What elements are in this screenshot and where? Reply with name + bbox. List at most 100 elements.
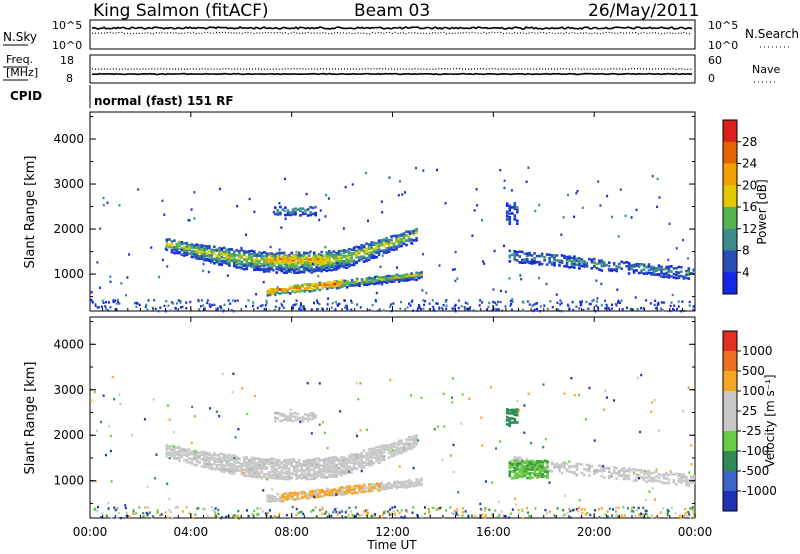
data-cell [377,448,381,452]
data-cell [281,419,285,422]
speckle-cell [275,516,278,519]
speckle-cell [578,506,581,509]
data-cell [332,261,336,265]
data-cell [390,453,393,456]
data-cell [245,464,249,467]
data-cell [516,421,519,424]
data-cell [685,273,688,276]
data-cell [647,469,651,473]
data-cell [632,269,636,272]
speckle-cell [109,306,112,309]
data-cell [193,453,196,457]
data-cell [308,284,312,288]
data-cell [235,469,239,472]
data-cell [238,461,241,464]
data-cell [362,244,366,248]
speckle-cell [607,515,610,518]
x-axis-ticks: 00:00 04:00 08:00 12:00 16:00 20:00 00:00 [73,112,712,539]
data-cell [538,263,541,266]
data-cell [667,270,671,273]
speckle-cell [360,469,363,473]
data-cell [178,456,181,460]
data-cell [365,283,369,287]
data-cell [575,466,579,469]
data-cell [340,471,343,474]
data-cell [528,460,532,464]
data-cell [180,450,184,454]
data-cell [580,258,584,261]
data-cell [274,416,277,420]
data-cell [370,462,373,465]
data-cell [271,494,274,498]
data-cell [600,474,604,478]
speckle-cell [111,375,114,379]
data-cell [342,469,346,472]
speckle-cell [545,282,548,286]
data-cell [332,250,336,253]
data-cell [342,264,346,268]
speckle-cell [91,301,94,304]
data-cell [276,286,279,289]
data-cell [220,249,224,252]
speckle-cell [428,308,431,311]
speckle-cell [397,194,400,197]
data-cell [690,272,693,275]
speckle-cell [145,303,148,307]
data-cell [330,469,333,472]
data-cell [583,467,586,471]
data-cell [662,267,666,271]
data-cell [312,462,316,466]
speckle-cell [241,387,244,390]
data-cell [233,471,236,475]
speckle-cell [542,383,545,386]
data-cell [385,249,388,252]
data-cell [543,256,546,259]
speckle-cell [236,514,239,518]
speckle-cell [509,304,512,307]
noise-left-label: N.Sky [3,30,37,44]
speckle-cell [166,404,169,407]
speckle-cell [604,389,607,392]
data-cell [546,476,549,479]
data-cell [585,261,589,265]
data-cell [342,251,346,254]
speckle-cell [543,304,546,307]
x-tick-label: 12:00 [375,525,410,539]
data-cell [198,251,201,254]
speckle-cell [281,304,284,307]
data-cell [395,245,398,249]
data-cell [338,284,341,287]
colorbar-tick-label: -500 [742,464,769,478]
speckle-cell [428,514,431,517]
speckle-cell [284,217,287,220]
data-cell [200,252,204,256]
data-cell [548,258,551,262]
speckle-cell [266,478,269,481]
data-cell [332,256,336,259]
data-cell [198,456,201,460]
data-cell [682,275,686,279]
data-cell [218,253,221,256]
speckle-cell [193,191,196,194]
cpid-text: normal (fast) 151 RF [94,94,234,108]
speckle-cell [424,300,427,303]
data-cell [605,263,609,267]
speckle-cell [269,245,272,249]
data-cell [400,240,403,244]
data-cell [620,469,623,472]
data-cell [285,475,288,479]
data-cell [208,244,211,248]
data-cell [546,474,549,478]
speckle-cell [191,405,194,409]
speckle-cell [169,309,172,312]
data-cell [291,415,295,419]
data-cell [338,487,341,490]
data-cell [513,474,517,477]
colorbar-tick-label: -1000 [742,484,777,498]
data-cell [180,253,184,256]
data-cell [520,261,524,264]
data-cell [347,458,351,462]
speckle-cell [169,511,172,514]
data-cell [281,255,285,259]
speckle-cell [136,301,138,305]
